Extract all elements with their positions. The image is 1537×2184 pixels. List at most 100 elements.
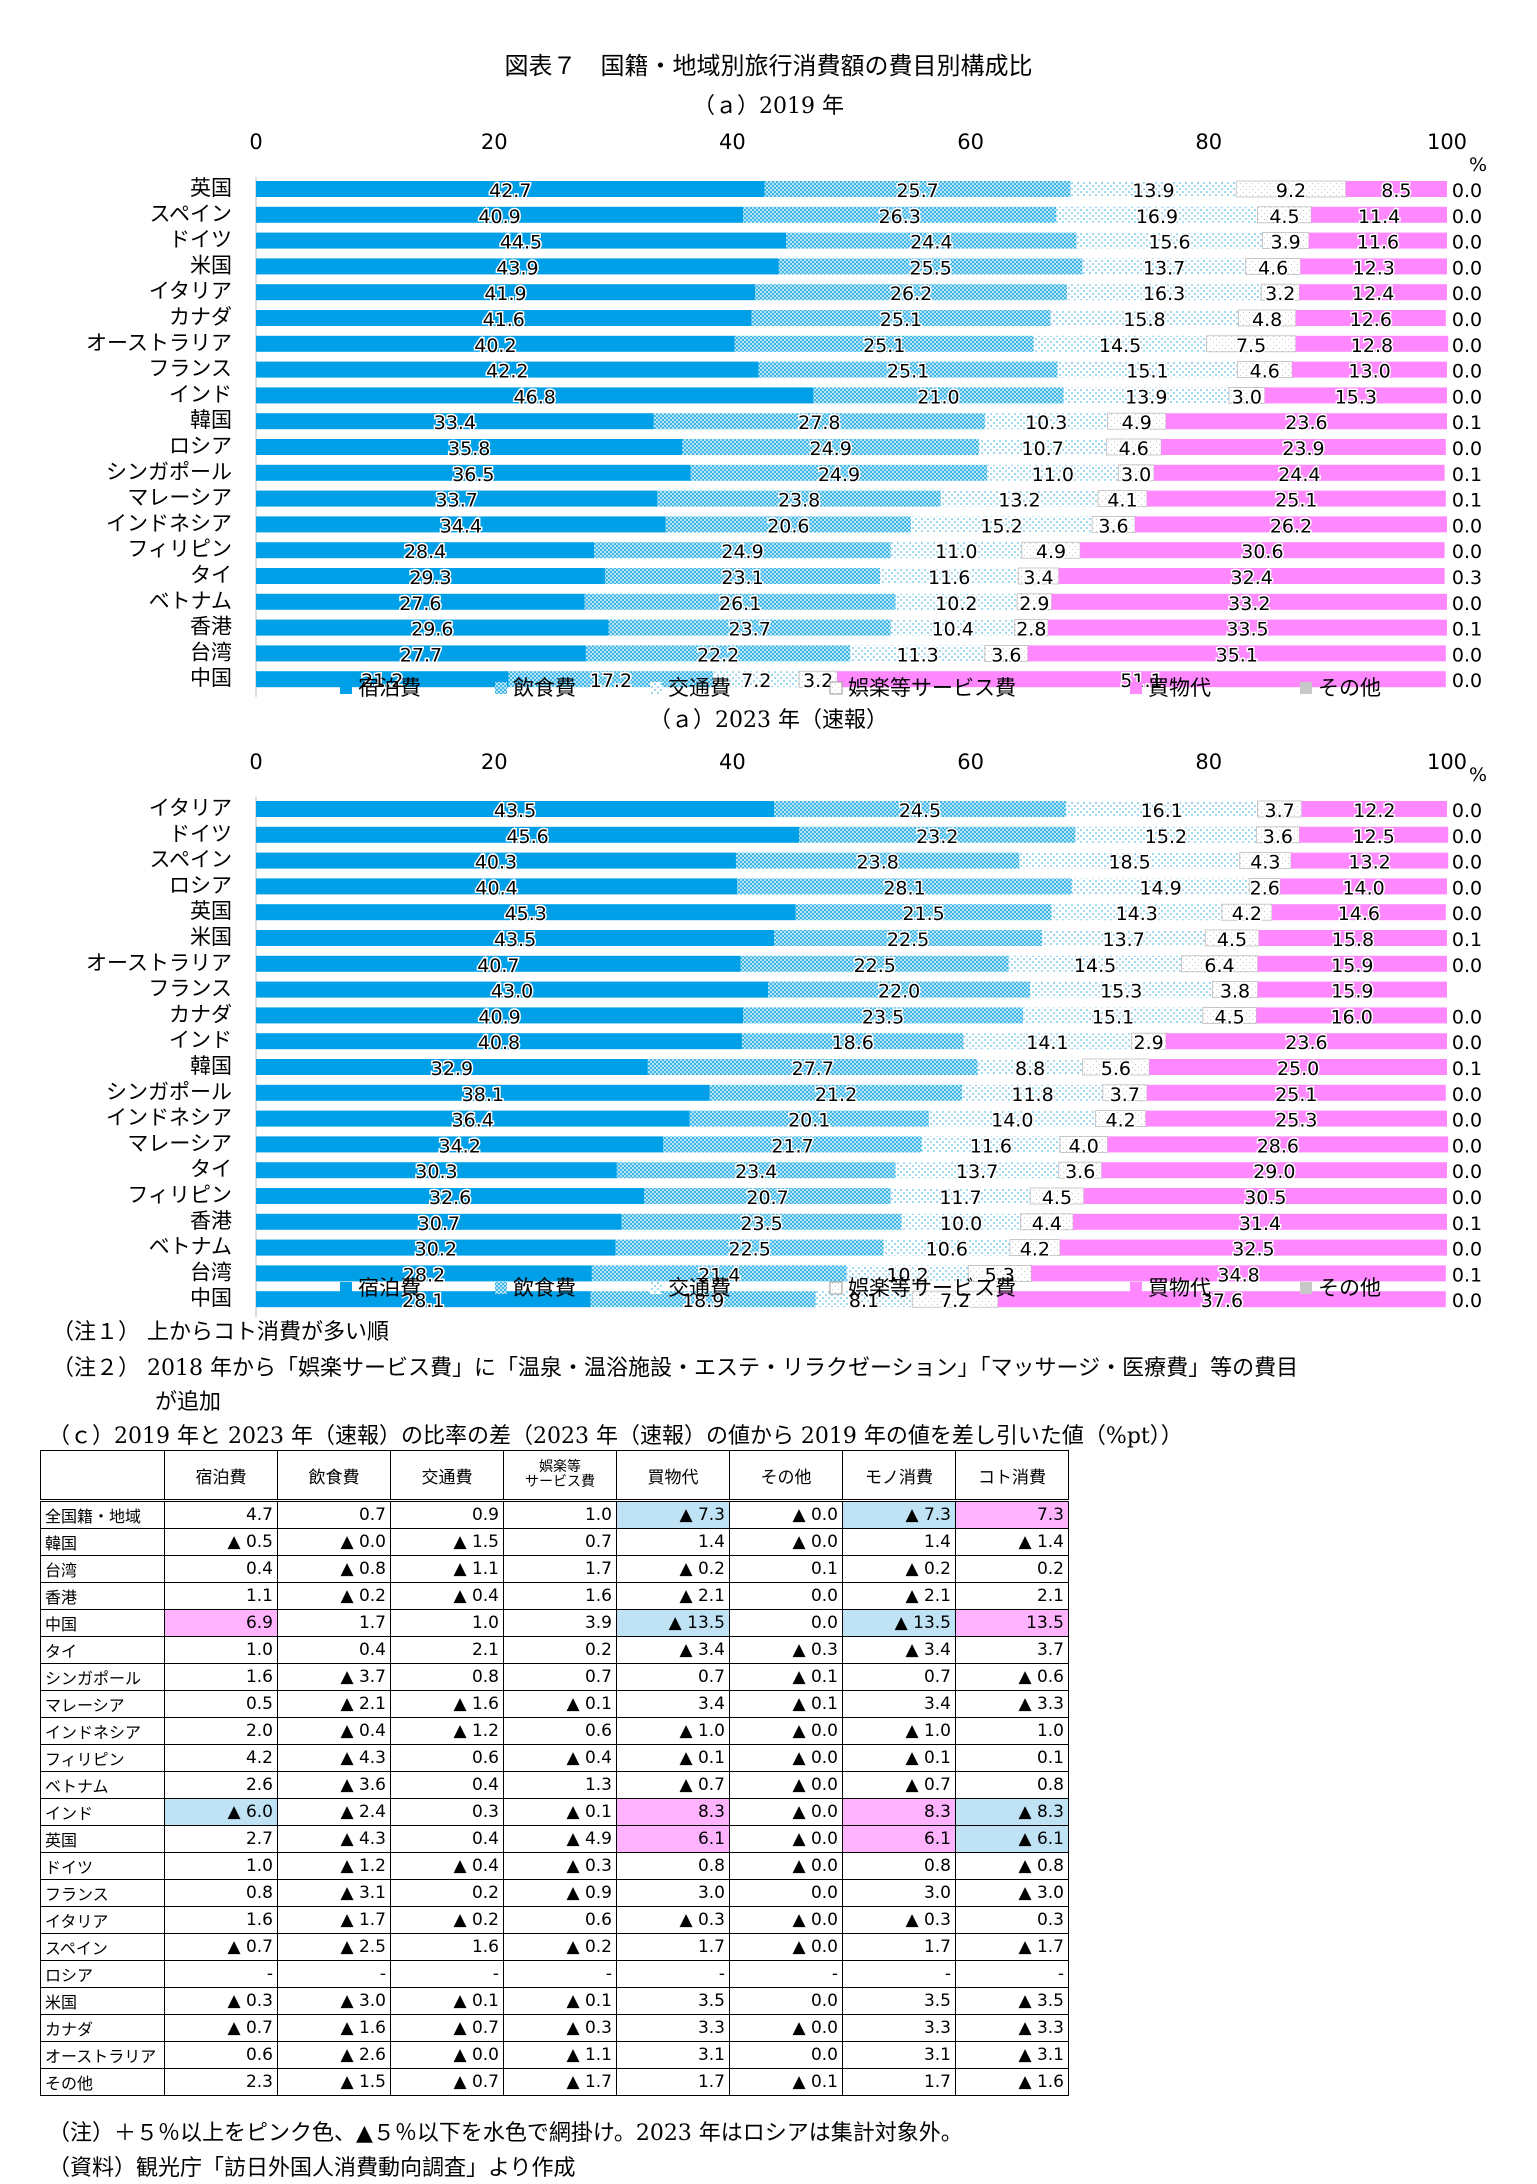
data-label: 3.2 [803,670,833,692]
bar-segment [256,413,654,430]
row-label: シンガポール [40,1663,165,1691]
table-cell: 0.2 [955,1555,1069,1583]
table-cell: 2.7 [164,1825,278,1853]
table-cell: 3.4 [842,1690,956,1718]
category-label: ドイツ [169,228,232,252]
table-cell: 8.3 [616,1798,730,1826]
data-label: 0.0 [1452,1084,1482,1106]
data-label: 20.7 [746,1187,788,1209]
table-cell: ▲ 0.4 [390,1582,504,1610]
bar-segment [1101,1162,1447,1179]
data-label: 0.0 [1452,670,1482,692]
legend-label: 宿泊費 [358,676,421,700]
table-cell: 1.3 [503,1771,617,1799]
table-cell: ▲ 0.0 [729,1825,843,1853]
bar-segment [1008,955,1182,972]
bar-segment [1290,852,1449,869]
table-header-corner [40,1450,165,1501]
category-label: ベトナム [149,1235,232,1259]
data-label: 10.0 [940,1213,982,1235]
data-label: 28.1 [883,877,925,899]
bar-segment [1295,310,1446,326]
data-label: 20.1 [788,1110,830,1132]
table-cell: 0.4 [164,1555,278,1583]
table-cell: ▲ 1.7 [503,2068,617,2096]
data-label: 34.4 [440,515,482,537]
legend-label: その他 [1318,676,1381,700]
data-label: 21.2 [361,670,403,692]
table-cell: ▲ 0.2 [277,1582,391,1610]
table-cell: 0.4 [390,1825,504,1853]
bar-segment [984,413,1108,430]
table-cell: ▲ 0.0 [729,1500,843,1529]
table-row: ロシア - - - - - - - - [40,1960,1069,1988]
bar-segment [1051,593,1447,610]
data-label: 0.0 [1452,541,1482,563]
row-label: 全国籍・地域 [40,1500,165,1529]
bar-segment [1248,877,1281,895]
table-cell: ▲ 3.0 [955,1879,1069,1907]
table-cell: ▲ 0.3 [503,2014,617,2042]
data-label: 33.5 [1226,619,1268,641]
table-cell: ▲ 0.8 [277,1555,391,1583]
data-label: 0.0 [1452,1239,1482,1261]
tick-label: 60 [957,130,984,154]
tick-label: 60 [957,750,984,774]
bar-segment [1206,335,1297,353]
data-label: 0.1 [1452,619,1482,641]
table-cell: ▲ 1.0 [842,1717,956,1745]
data-label: 16.9 [1136,206,1178,228]
bar-segment [1071,878,1250,895]
table-cell: 4.7 [164,1500,278,1529]
data-label: 0.1 [1452,929,1482,951]
bar-segment [895,1162,1059,1179]
data-label: 0.0 [1452,257,1482,279]
bar-segment [1256,1007,1447,1024]
data-label: 27.8 [798,412,840,434]
table-cell: 0.3 [955,1906,1069,1934]
bar-segment [795,904,1052,921]
table-cell: 2.0 [164,1717,278,1745]
data-label: 8.5 [1381,180,1411,202]
bar-segment [256,464,691,481]
table-cell: 1.6 [164,1663,278,1691]
table-cell: ▲ 0.7 [390,2068,504,2096]
table-row: ベトナム 2.6 ▲ 3.6 0.4 1.3 ▲ 0.7 ▲ 0.0 ▲ 0.7 0.8 [40,1771,1069,1799]
table-cell: ▲ 0.1 [729,1663,843,1691]
bar-segment [1030,981,1213,998]
data-label: 5.3 [985,1264,1015,1286]
table-cell: ▲ 0.7 [164,2014,278,2042]
bar-segment [1027,645,1446,662]
category-label: 米国 [190,925,232,949]
table-header-cell: コト消費 [955,1450,1069,1501]
table-cell: ▲ 3.1 [955,2041,1069,2069]
bar-segment [1345,181,1447,197]
bar-segment [1033,335,1207,352]
table-cell: 1.6 [503,1582,617,1610]
data-label: 30.7 [418,1213,460,1235]
data-label: 4.5 [1269,206,1299,228]
bar-segment [256,542,595,559]
data-label: 10.7 [1021,438,1063,460]
bar-segment [1042,930,1206,946]
data-label: 0.0 [1452,955,1482,977]
data-label: 15.3 [1100,981,1142,1003]
table-row: シンガポール 1.6 ▲ 3.7 0.8 0.7 0.7 ▲ 0.1 0.7 ▲ 0.6 [40,1663,1069,1691]
table-cell: ▲ 0.0 [729,1906,843,1934]
table-cell: ▲ 1.1 [390,1555,504,1583]
table-cell: ▲ 0.3 [842,1906,956,1934]
data-label: 37.6 [1201,1290,1243,1312]
bar-segment [256,258,779,275]
table-cell: 1.7 [616,2068,730,2096]
data-label: 18.5 [1108,852,1150,874]
bar-segment [1295,335,1449,352]
row-label: インド [40,1798,165,1826]
data-label: 0.3 [1452,567,1482,589]
table-cell: ▲ 2.1 [842,1582,956,1610]
data-label: 10.2 [935,593,977,615]
table-cell: 1.0 [164,1636,278,1664]
data-label: 40.8 [478,1032,520,1054]
bar-segment [256,439,683,455]
table-cell: 0.8 [390,1663,504,1691]
category-label: オーストラリア [86,331,232,355]
